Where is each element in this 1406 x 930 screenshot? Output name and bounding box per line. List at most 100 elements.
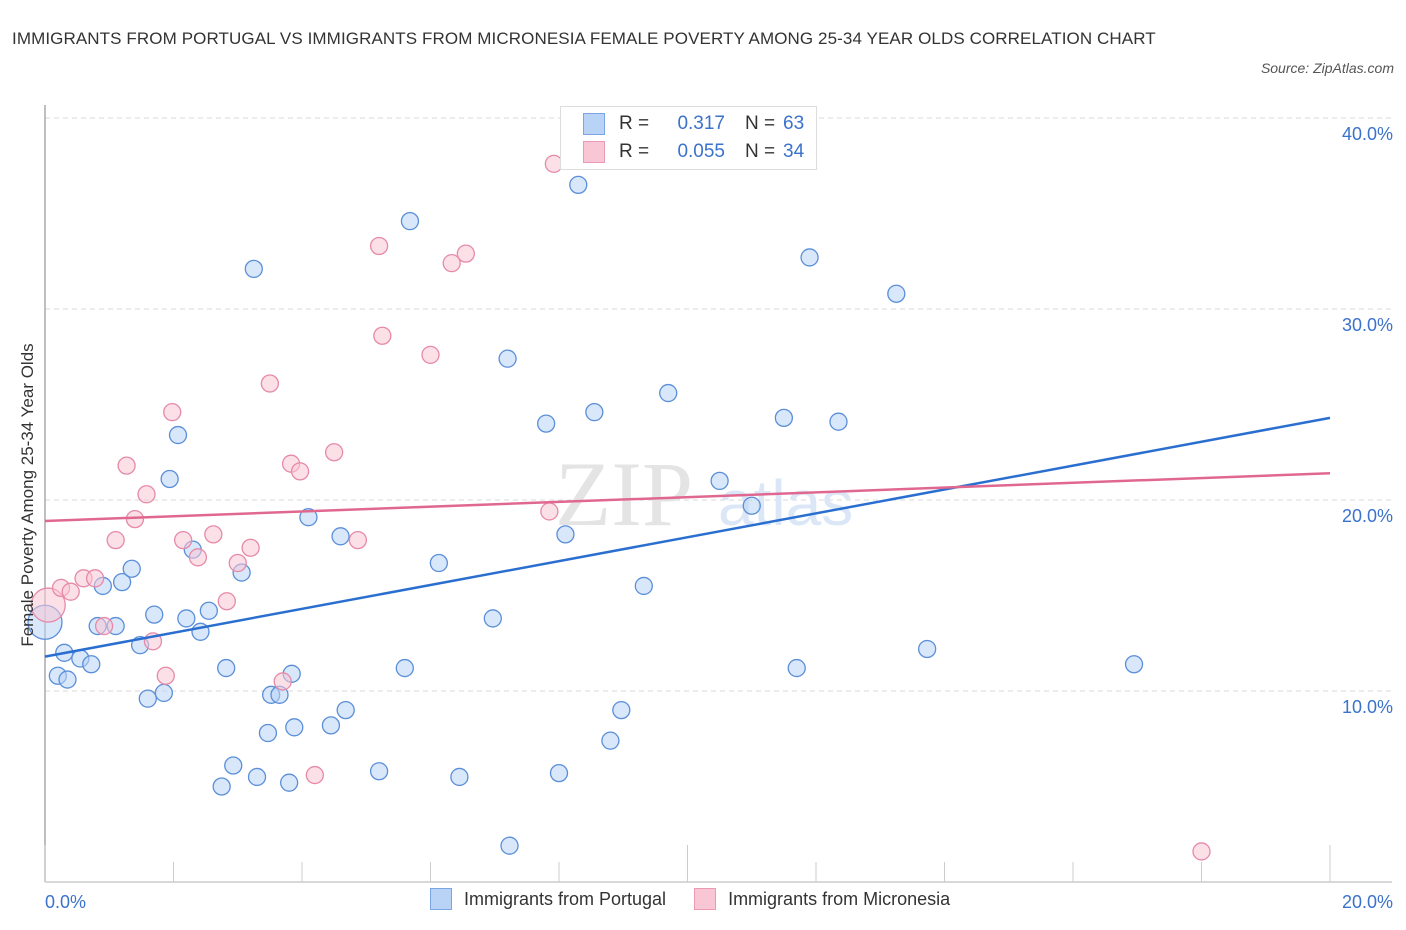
n-label: N = — [745, 113, 776, 134]
micronesia-point — [228, 553, 247, 573]
portugal-point — [336, 700, 355, 720]
gridlines — [45, 117, 1392, 692]
y-tick-label: 40.0% — [1342, 124, 1393, 144]
portugal-point — [787, 658, 806, 678]
portugal-point — [710, 471, 729, 491]
source-label: Source: ZipAtlas.com — [1260, 60, 1394, 76]
legend-row-micronesia: R = 0.055 N = 34 — [583, 138, 804, 166]
watermark-zip: ZIP — [555, 443, 693, 545]
series-legend: Immigrants from Portugal Immigrants from… — [430, 888, 978, 910]
micronesia-point — [117, 456, 136, 475]
legend-label-portugal: Immigrants from Portugal — [464, 888, 667, 909]
micronesia-point — [456, 244, 475, 263]
micronesia-point — [442, 254, 461, 273]
micronesia-point — [369, 236, 389, 256]
x-tick-labels: 0.0% 20.0% — [45, 892, 1393, 912]
portugal-point — [634, 576, 653, 596]
portugal-swatch — [583, 113, 605, 135]
portugal-point — [500, 836, 519, 855]
portugal-point — [369, 762, 389, 781]
portugal-point — [138, 689, 157, 708]
portugal-point — [168, 425, 188, 445]
portugal-point — [498, 349, 517, 368]
portugal-point — [82, 655, 101, 674]
portugal-point — [569, 175, 588, 195]
portugal-point — [145, 605, 164, 624]
micronesia-point — [204, 525, 223, 544]
portugal-point — [285, 718, 304, 737]
micronesia-swatch — [694, 888, 717, 910]
portugal-point — [800, 248, 819, 267]
micronesia-point — [217, 592, 236, 611]
micronesia-point — [290, 462, 310, 481]
micronesia-point — [30, 587, 66, 623]
legend-item-micronesia[interactable]: Immigrants from Micronesia — [694, 888, 950, 910]
micronesia-point — [61, 582, 80, 601]
portugal-point — [918, 639, 937, 659]
portugal-point — [122, 559, 141, 578]
legend-label-micronesia: Immigrants from Micronesia — [728, 888, 951, 909]
series-micronesia-points — [30, 154, 1211, 861]
portugal-point — [400, 211, 420, 231]
x-tick-label: 20.0% — [1342, 892, 1393, 912]
portugal-point — [212, 777, 231, 796]
portugal-point — [601, 731, 620, 750]
portugal-point — [556, 525, 575, 544]
micronesia-point — [137, 485, 156, 504]
y-tick-label: 20.0% — [1342, 506, 1393, 526]
micronesia-point — [273, 672, 292, 691]
y-tick-label: 10.0% — [1342, 697, 1393, 717]
micronesia-swatch — [583, 141, 605, 163]
portugal-point — [177, 609, 196, 628]
micronesia-point — [260, 374, 280, 393]
legend-item-portugal[interactable]: Immigrants from Portugal — [430, 888, 666, 910]
portugal-point — [887, 284, 906, 303]
micronesia-trend-line — [44, 472, 1331, 523]
portugal-point — [395, 658, 414, 678]
portugal-point — [299, 508, 318, 527]
n-value: 63 — [783, 113, 805, 134]
portugal-point — [549, 763, 569, 783]
r-label: R = — [619, 141, 650, 162]
portugal-point — [112, 572, 132, 592]
micronesia-point — [173, 530, 193, 550]
portugal-point — [537, 414, 556, 433]
y-tick-labels: 10.0% 20.0% 30.0% 40.0% — [1342, 124, 1393, 717]
portugal-point — [258, 723, 278, 743]
portugal-point — [244, 259, 263, 279]
n-label: N = — [745, 141, 776, 162]
portugal-trend-line — [44, 416, 1331, 658]
portugal-point — [1124, 655, 1144, 674]
portugal-point — [659, 383, 678, 403]
micronesia-point — [348, 530, 368, 550]
n-value: 34 — [783, 141, 805, 162]
micronesia-point — [324, 443, 344, 462]
portugal-point — [154, 683, 174, 703]
micronesia-point — [188, 548, 208, 567]
portugal-point — [612, 700, 631, 720]
portugal-point — [829, 412, 848, 431]
portugal-point — [774, 408, 794, 428]
watermark: ZIP atlas — [555, 443, 853, 545]
portugal-point — [279, 773, 299, 792]
portugal-point — [429, 553, 449, 573]
r-label: R = — [619, 113, 650, 134]
r-value: 0.317 — [677, 113, 725, 134]
portugal-point — [224, 756, 243, 775]
portugal-point — [217, 658, 236, 678]
portugal-point — [247, 767, 267, 787]
portugal-point — [483, 609, 502, 628]
correlation-legend: R = 0.317 N = 63 R = 0.055 N = 34 — [560, 106, 817, 170]
portugal-point — [199, 601, 218, 620]
micronesia-point — [1192, 842, 1211, 861]
portugal-point — [321, 716, 341, 735]
micronesia-point — [106, 530, 125, 550]
portugal-point — [585, 402, 604, 422]
micronesia-point — [85, 569, 105, 588]
axes — [44, 105, 1392, 883]
micronesia-point — [421, 345, 440, 364]
micronesia-point — [241, 538, 260, 557]
portugal-swatch — [430, 888, 452, 910]
chart-title: IMMIGRANTS FROM PORTUGAL VS IMMIGRANTS F… — [12, 29, 1156, 48]
